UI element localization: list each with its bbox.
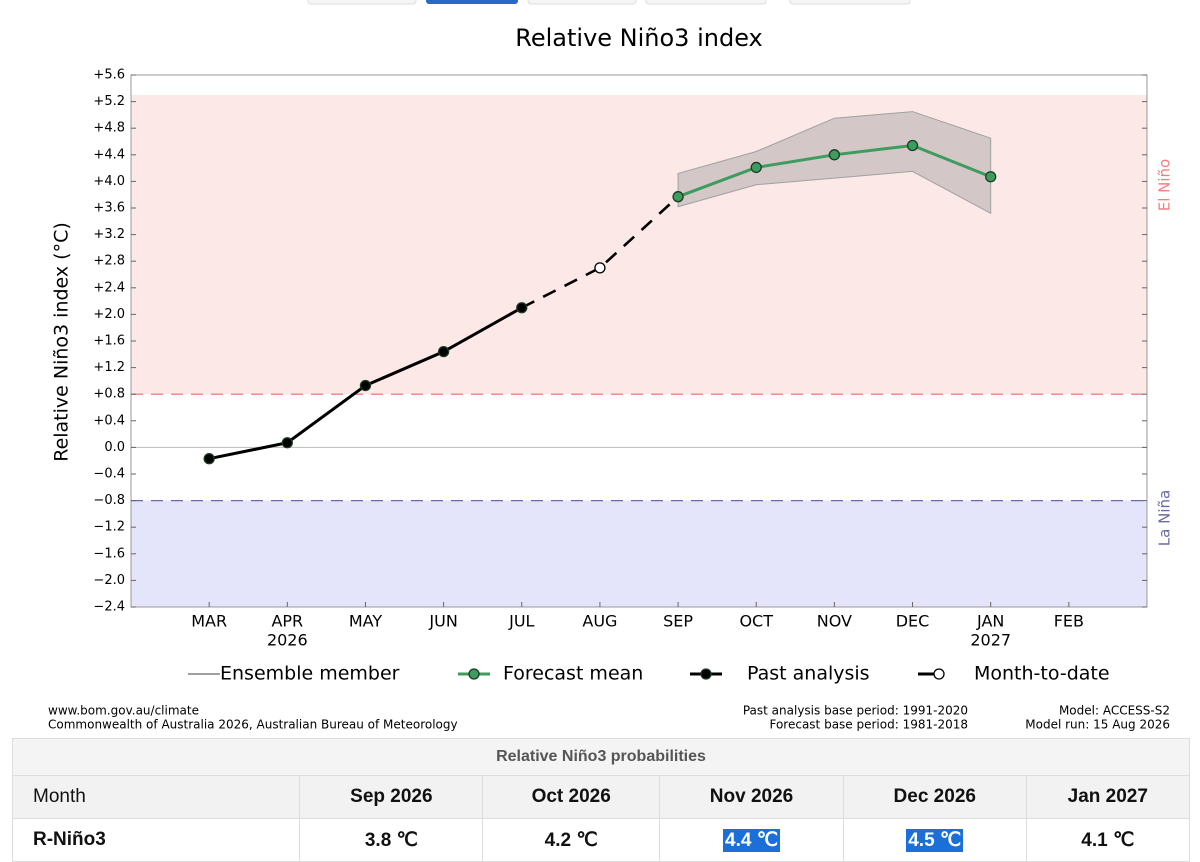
x-tick-label: JUN	[428, 612, 457, 631]
data-point	[828, 149, 841, 161]
data-point	[906, 139, 919, 152]
y-axis-label: Relative Niño3 index (°C)	[51, 222, 73, 462]
footer-text: Model run: 15 Aug 2026	[1025, 718, 1170, 732]
y-tick-label: −0.4	[93, 467, 125, 482]
footer-text: Model: ACCESS-S2	[1059, 704, 1170, 718]
legend-label: Ensemble member	[220, 663, 400, 685]
data-cell: 4.5 ℃	[842, 818, 1027, 862]
data-row: R-Niño3 3.8 ℃ 4.2 ℃ 4.4 ℃ 4.5 ℃ 4.1 ℃	[11, 818, 1191, 862]
x-tick-label: NOV	[817, 612, 852, 631]
tab[interactable]	[645, 0, 767, 5]
x-tick-label: OCT	[739, 612, 773, 631]
region	[131, 94, 1147, 395]
header-cell: Jan 2027	[1025, 775, 1191, 819]
x-tick-label: JAN	[976, 612, 1004, 631]
tab[interactable]	[307, 0, 417, 5]
x-tick-label: DEC	[896, 612, 930, 631]
header-row: Month Sep 2026 Oct 2026 Nov 2026 Dec 2026 Jan…	[11, 775, 1191, 819]
y-tick-label: −2.0	[93, 573, 125, 588]
header-cell: Nov 2026	[659, 775, 844, 819]
tab[interactable]	[789, 0, 911, 5]
chart-title: Relative Niño3 index	[515, 24, 763, 52]
data-cell: 4.1 ℃	[1025, 818, 1191, 862]
highlighted-text: 4.4 ℃	[723, 828, 781, 852]
legend-label: Forecast mean	[503, 663, 643, 685]
data-point	[516, 302, 528, 314]
y-tick-label: −1.2	[93, 520, 125, 535]
x-year-label: 2027	[970, 631, 1011, 650]
y-tick-label: +5.2	[93, 94, 125, 109]
footer-text: Past analysis base period: 1991-2020	[743, 704, 968, 718]
legend-label: Past analysis	[747, 663, 870, 685]
data-point	[203, 453, 215, 465]
chart: Relative Niño3 index Relative Niño3 inde…	[48, 0, 1174, 732]
y-tick-label: +5.6	[93, 68, 125, 83]
data-cell: 4.4 ℃	[659, 818, 844, 862]
data-cell: 3.8 ℃	[299, 818, 484, 862]
y-tick-label: +2.4	[93, 280, 125, 295]
x-tick-label: AUG	[582, 612, 617, 631]
data-cell: R-Niño3	[11, 818, 301, 862]
ensemble-spread	[677, 111, 992, 215]
x-tick-label: MAY	[349, 612, 383, 631]
data-point	[985, 171, 997, 183]
data-cell: 4.2 ℃	[482, 818, 661, 862]
x-tick-label: APR	[271, 612, 303, 631]
legend-label: Month-to-date	[974, 663, 1110, 685]
table-title-row: Relative Niño3 probabilities	[12, 738, 1190, 776]
data-point	[594, 262, 606, 274]
highlighted-text: 4.5 ℃	[906, 828, 964, 852]
x-year-label: 2026	[267, 631, 308, 650]
legend-marker	[700, 668, 712, 680]
y-tick-label: +4.4	[93, 147, 125, 162]
legend-marker	[933, 668, 945, 680]
region-label: El Niño	[1156, 159, 1174, 212]
data-point	[281, 437, 293, 449]
x-tick-label: SEP	[663, 612, 693, 631]
header-cell: Dec 2026	[842, 775, 1027, 819]
table-title: Relative Niño3 probabilities	[12, 738, 1190, 776]
y-tick-label: +1.6	[93, 334, 125, 349]
connector-line	[521, 195, 679, 309]
region-label: La Niña	[1156, 490, 1174, 546]
data-point	[359, 379, 372, 392]
x-tick-label: FEB	[1054, 612, 1084, 631]
data-point	[437, 345, 450, 358]
legend-marker	[468, 668, 480, 680]
y-tick-label: −2.4	[93, 600, 125, 615]
y-tick-label: +1.2	[93, 360, 125, 375]
y-tick-label: +0.4	[93, 413, 125, 428]
y-tick-label: +3.2	[93, 227, 125, 242]
y-tick-label: −0.8	[93, 493, 125, 508]
y-tick-label: +4.8	[93, 121, 125, 136]
footer-text: www.bom.gov.au/climate	[48, 704, 199, 718]
x-tick-label: JUL	[508, 612, 534, 631]
footer-text: Forecast base period: 1981-2018	[769, 718, 968, 732]
header-cell: Oct 2026	[482, 775, 661, 819]
y-tick-label: +4.0	[93, 174, 125, 189]
y-tick-label: −1.6	[93, 546, 125, 561]
tab-active[interactable]	[426, 0, 518, 4]
y-tick-label: +2.0	[93, 307, 125, 322]
data-point	[750, 161, 762, 174]
probability-table: Relative Niño3 probabilities Month Sep 202…	[11, 738, 1191, 862]
tab[interactable]	[527, 0, 637, 5]
header-cell: Sep 2026	[299, 775, 484, 819]
y-tick-label: 0.0	[104, 440, 125, 455]
data-point	[672, 191, 684, 203]
y-tick-label: +3.6	[93, 201, 125, 216]
y-tick-label: +2.8	[93, 254, 125, 269]
x-tick-label: MAR	[191, 612, 227, 631]
region	[131, 500, 1147, 607]
footer-text: Commonwealth of Australia 2026, Australi…	[48, 718, 458, 732]
header-cell: Month	[11, 775, 301, 819]
y-tick-label: +0.8	[93, 387, 125, 402]
